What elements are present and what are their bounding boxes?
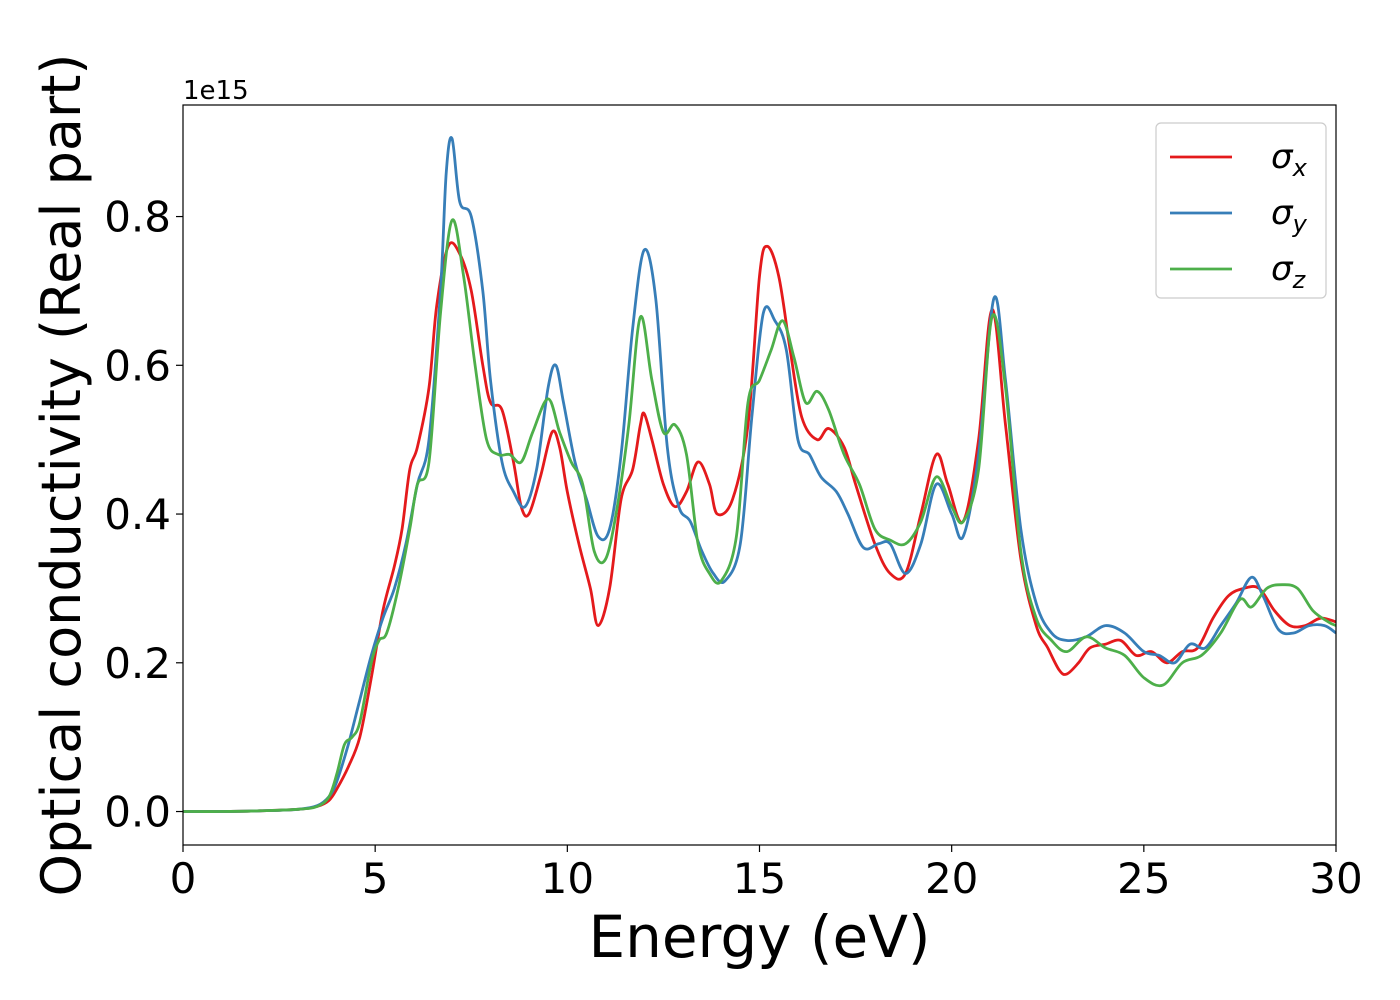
y-tick-label: 0.2 <box>104 639 171 688</box>
y-tick-label: 0.4 <box>104 490 171 539</box>
plot-lines <box>183 136 1336 813</box>
x-tick-label: 5 <box>362 854 389 903</box>
y-axis-label: Optical conductivity (Real part) <box>30 54 93 897</box>
legend-label-sigma-y: σy <box>1271 193 1308 238</box>
x-tick-label: 15 <box>733 854 786 903</box>
y-tick-label: 0.0 <box>104 788 171 837</box>
legend-label-sigma-z: σz <box>1271 249 1307 294</box>
x-tick-label: 30 <box>1309 854 1362 903</box>
legend-box <box>1155 122 1327 299</box>
x-tick-label: 10 <box>541 854 594 903</box>
x-axis-ticks: 0 5 10 15 20 25 30 <box>170 845 1363 903</box>
legend: σx σy σz <box>1155 122 1327 299</box>
series-line-sigma-z <box>183 218 1336 813</box>
x-axis-label: Energy (eV) <box>588 903 930 971</box>
x-tick-label: 25 <box>1117 854 1170 903</box>
x-tick-label: 0 <box>170 854 197 903</box>
legend-label-sigma-x: σx <box>1271 137 1308 182</box>
y-tick-label: 0.6 <box>104 341 171 390</box>
series-line-sigma-x <box>183 241 1336 813</box>
x-tick-label: 20 <box>925 854 978 903</box>
y-axis-offset-text: 1e15 <box>183 76 249 106</box>
y-tick-label: 0.8 <box>104 193 171 242</box>
y-axis-ticks: 0.0 0.2 0.4 0.6 0.8 <box>104 193 183 837</box>
